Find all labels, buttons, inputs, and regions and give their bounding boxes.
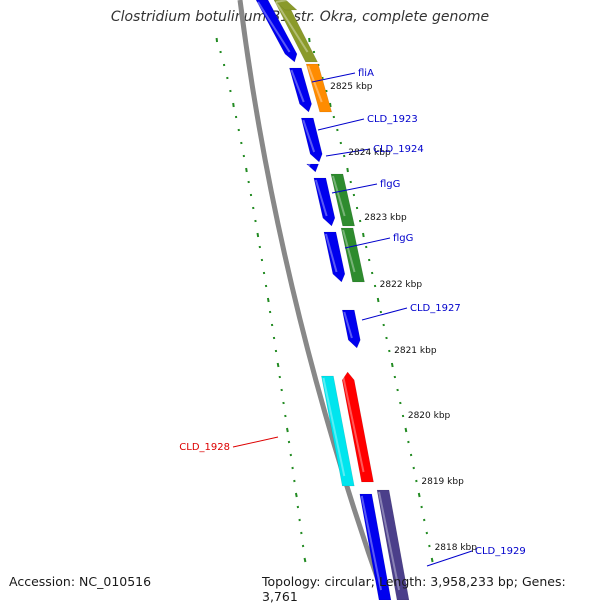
inner-ruler-tick [278, 363, 279, 367]
gene-label[interactable]: CLD_1928 [179, 442, 230, 453]
gene-label-leader [233, 437, 278, 447]
accession-label: Accession: [9, 574, 75, 589]
position-tick-label: 2823 kbp [364, 213, 407, 223]
inner-ruler-tick [296, 493, 297, 497]
inner-ruler-tick [233, 103, 234, 107]
genes-value: 3,761 [262, 589, 298, 604]
topology-label: Topology: [262, 574, 321, 589]
inner-ruler-tick [246, 168, 247, 172]
inner-ruler-tick [305, 558, 306, 562]
position-tick-label: 2821 kbp [394, 346, 437, 356]
gene-label[interactable]: CLD_1923 [367, 114, 418, 125]
outer-ruler-tick [406, 428, 407, 432]
gene-label-leader [318, 119, 364, 130]
outer-ruler-tick [378, 298, 379, 302]
position-tick-label: 2822 kbp [380, 280, 423, 290]
gene-label[interactable]: flgG [393, 233, 413, 244]
genes-label: Genes: [522, 574, 566, 589]
gene-label[interactable]: flgG [380, 179, 400, 190]
topology-value: circular [324, 574, 370, 589]
gene-label[interactable]: fliA [358, 68, 374, 79]
inner-ruler-tick [268, 298, 269, 302]
inner-ruler-tick [287, 428, 288, 432]
position-tick-label: 2825 kbp [330, 82, 373, 92]
accession-value: NC_010516 [79, 574, 151, 589]
outer-ruler-tick [419, 493, 420, 497]
gene-label[interactable]: CLD_1929 [475, 546, 526, 557]
gene-label-leader [362, 308, 407, 320]
gene-label-leader [427, 551, 472, 566]
outer-ruler-tick [363, 233, 364, 237]
inner-ruler-ticks [217, 38, 306, 562]
position-tick-label: 2818 kbp [435, 543, 478, 553]
gene-label[interactable]: CLD_1927 [410, 303, 461, 314]
outer-ruler-tick [432, 558, 433, 562]
length-label: Length: [379, 574, 426, 589]
position-tick-label: 2819 kbp [421, 477, 464, 487]
length-value: 3,958,233 bp [430, 574, 513, 589]
accession-text: Accession: NC_010516 [9, 574, 151, 589]
position-tick-label: 2820 kbp [408, 411, 451, 421]
outer-ruler-tick [392, 363, 393, 367]
outer-ruler-tick [347, 168, 348, 172]
gene-label[interactable]: CLD_1924 [373, 144, 424, 155]
inner-ruler-tick [258, 233, 259, 237]
